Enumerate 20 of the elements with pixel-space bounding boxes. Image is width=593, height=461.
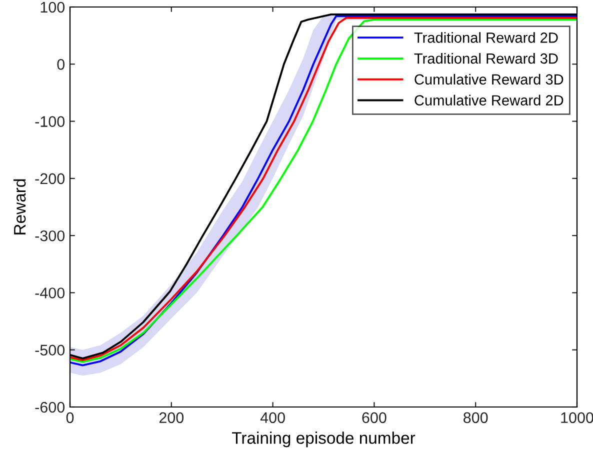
- legend-label: Cumulative Reward 3D: [414, 74, 564, 85]
- x-axis-title: Training episode number: [232, 432, 416, 448]
- y-axis-title: Reward: [13, 179, 26, 234]
- y-tick-label: 0: [57, 59, 65, 70]
- y-tick-label: -200: [35, 173, 65, 184]
- x-tick-label: 400: [260, 412, 285, 424]
- x-tick-label: 1000: [561, 412, 593, 424]
- x-tick-label: 600: [362, 412, 386, 424]
- y-tick-label: -500: [35, 344, 65, 356]
- y-tick-label: 100: [40, 2, 65, 13]
- x-tick-label: 800: [464, 412, 488, 424]
- y-tick-label: -100: [35, 116, 65, 127]
- y-tick-label: -600: [35, 402, 65, 413]
- legend-label: Traditional Reward 3D: [414, 53, 558, 64]
- x-tick-label: 200: [159, 412, 184, 424]
- legend-label: Cumulative Reward 2D: [414, 94, 564, 106]
- y-tick-label: -300: [35, 230, 65, 242]
- y-tick-label: -400: [35, 288, 65, 298]
- legend-label: Traditional Reward 2D: [414, 32, 558, 43]
- x-tick-label: 0: [66, 412, 74, 424]
